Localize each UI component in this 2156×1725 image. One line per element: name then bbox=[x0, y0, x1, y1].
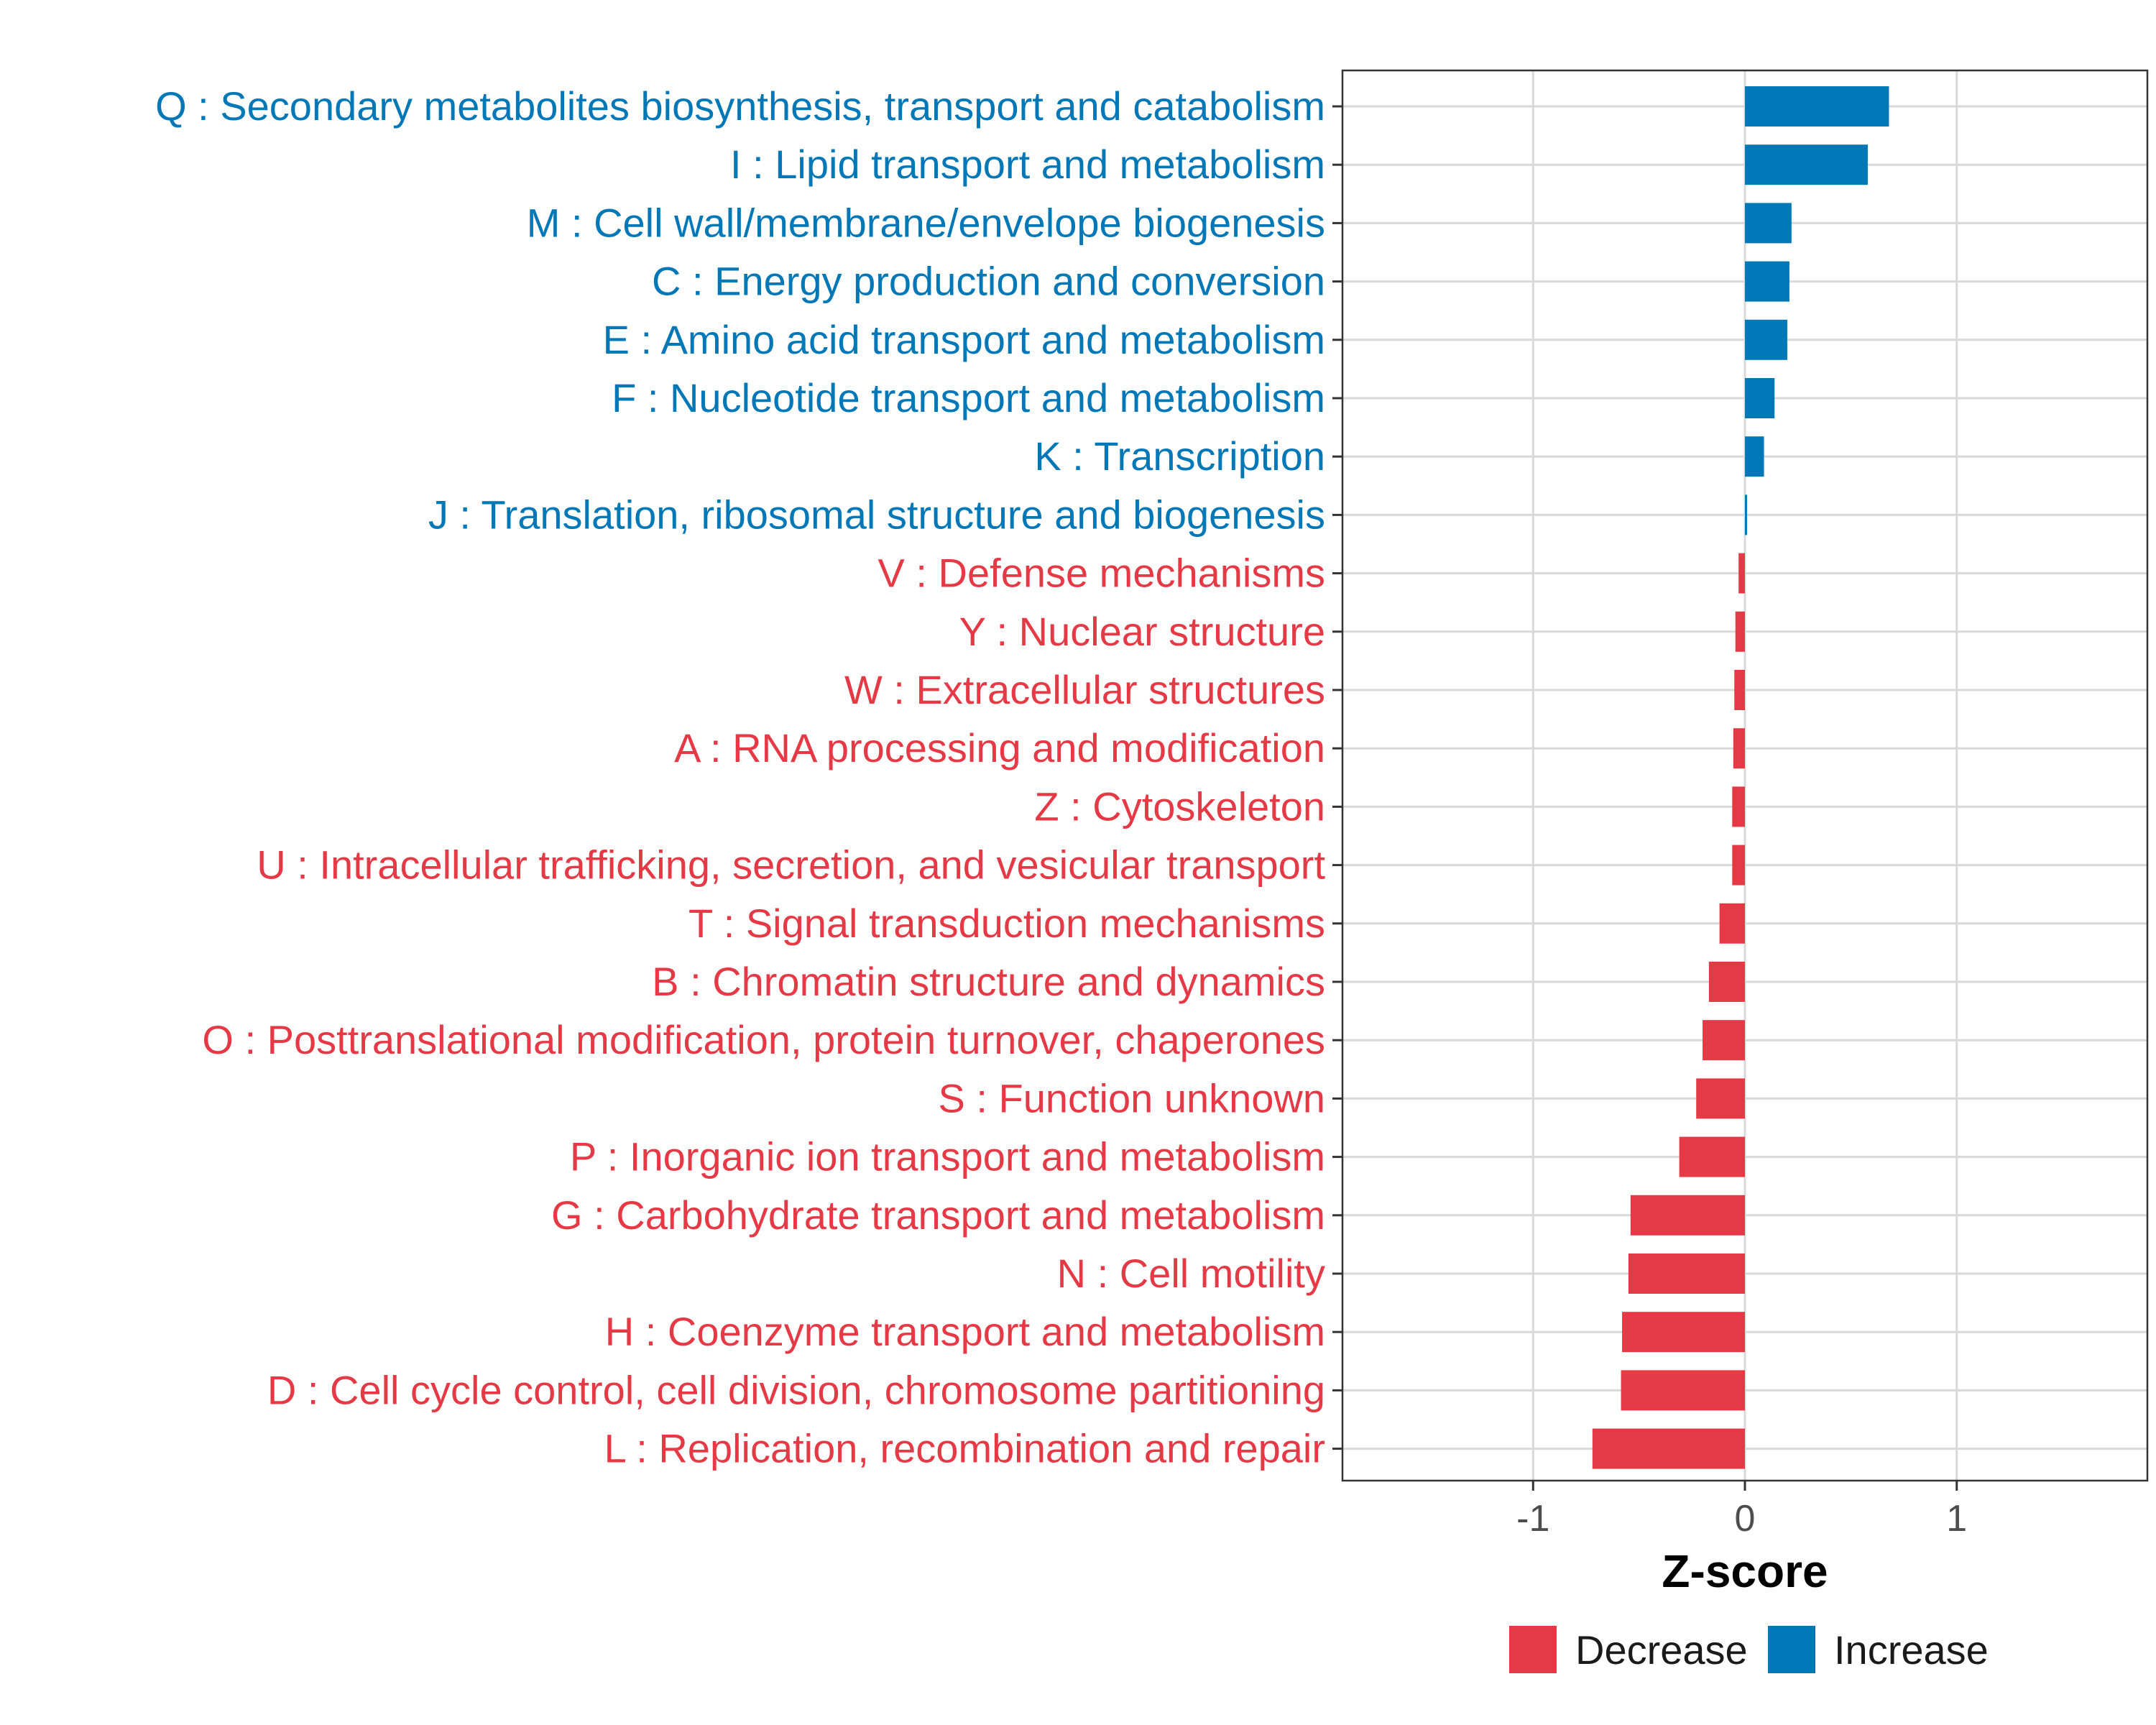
bar bbox=[1592, 1428, 1745, 1469]
category-label: N : Cell motility bbox=[1057, 1251, 1325, 1296]
bar bbox=[1735, 611, 1745, 652]
legend-label: Increase bbox=[1834, 1627, 1989, 1673]
category-label: C : Energy production and conversion bbox=[652, 259, 1325, 304]
category-label: I : Lipid transport and metabolism bbox=[730, 142, 1325, 187]
category-label: Y : Nuclear structure bbox=[959, 609, 1325, 654]
category-label: T : Signal transduction mechanisms bbox=[688, 901, 1325, 946]
category-label: Z : Cytoskeleton bbox=[1034, 783, 1325, 829]
bar bbox=[1719, 903, 1745, 944]
x-tick-label: -1 bbox=[1516, 1498, 1549, 1540]
bar bbox=[1733, 728, 1745, 769]
category-label: W : Extracellular structures bbox=[844, 667, 1325, 712]
bar bbox=[1745, 436, 1764, 477]
y-tick-layer bbox=[1332, 105, 1342, 1450]
category-label: B : Chromatin structure and dynamics bbox=[652, 959, 1325, 1004]
category-label: O : Posttranslational modification, prot… bbox=[202, 1017, 1325, 1062]
bar bbox=[1745, 144, 1868, 185]
category-label: H : Coenzyme transport and metabolism bbox=[605, 1309, 1325, 1354]
bar bbox=[1738, 553, 1745, 594]
legend-label: Decrease bbox=[1575, 1627, 1748, 1673]
category-label: P : Inorganic ion transport and metaboli… bbox=[570, 1134, 1325, 1179]
category-label: G : Carbohydrate transport and metabolis… bbox=[551, 1192, 1325, 1238]
x-tick-layer: -1 0 1 bbox=[1516, 1481, 1967, 1540]
category-label: U : Intracellular trafficking, secretion… bbox=[257, 842, 1325, 888]
bar bbox=[1703, 1020, 1745, 1061]
bar bbox=[1696, 1078, 1745, 1119]
bar bbox=[1622, 1312, 1745, 1353]
bar bbox=[1628, 1254, 1745, 1294]
category-label: A : RNA processing and modification bbox=[674, 725, 1325, 770]
category-label: E : Amino acid transport and metabolism bbox=[603, 317, 1325, 362]
bar bbox=[1745, 203, 1792, 244]
bar bbox=[1745, 378, 1775, 418]
bar-layer bbox=[1592, 86, 1889, 1469]
category-label: D : Cell cycle control, cell division, c… bbox=[267, 1367, 1325, 1412]
bar bbox=[1745, 86, 1889, 126]
category-label: Q : Secondary metabolites biosynthesis, … bbox=[155, 83, 1325, 129]
bar bbox=[1734, 670, 1745, 710]
bar bbox=[1745, 319, 1787, 360]
legend: Decrease Increase bbox=[1509, 1626, 1989, 1673]
legend-swatch bbox=[1509, 1626, 1557, 1673]
bar bbox=[1621, 1370, 1745, 1411]
bar bbox=[1732, 786, 1745, 827]
bar bbox=[1679, 1136, 1745, 1177]
bar bbox=[1630, 1195, 1745, 1236]
x-tick-label: 0 bbox=[1735, 1498, 1756, 1540]
bar bbox=[1745, 494, 1747, 535]
category-label: L : Replication, recombination and repai… bbox=[604, 1426, 1325, 1471]
x-axis-title: Z-score bbox=[1662, 1545, 1828, 1597]
category-label: K : Transcription bbox=[1034, 433, 1325, 479]
category-label: F : Nucleotide transport and metabolism bbox=[612, 375, 1325, 420]
bar bbox=[1732, 845, 1745, 886]
x-tick-label: 1 bbox=[1946, 1498, 1967, 1540]
legend-swatch bbox=[1768, 1626, 1815, 1673]
category-label-layer: Q : Secondary metabolites biosynthesis, … bbox=[155, 83, 1325, 1471]
category-label: V : Defense mechanisms bbox=[878, 551, 1325, 596]
category-label: J : Translation, ribosomal structure and… bbox=[428, 492, 1325, 537]
category-label: M : Cell wall/membrane/envelope biogenes… bbox=[527, 200, 1325, 245]
bar bbox=[1708, 962, 1745, 1002]
bar bbox=[1745, 261, 1789, 302]
category-label: S : Function unknown bbox=[938, 1075, 1325, 1121]
